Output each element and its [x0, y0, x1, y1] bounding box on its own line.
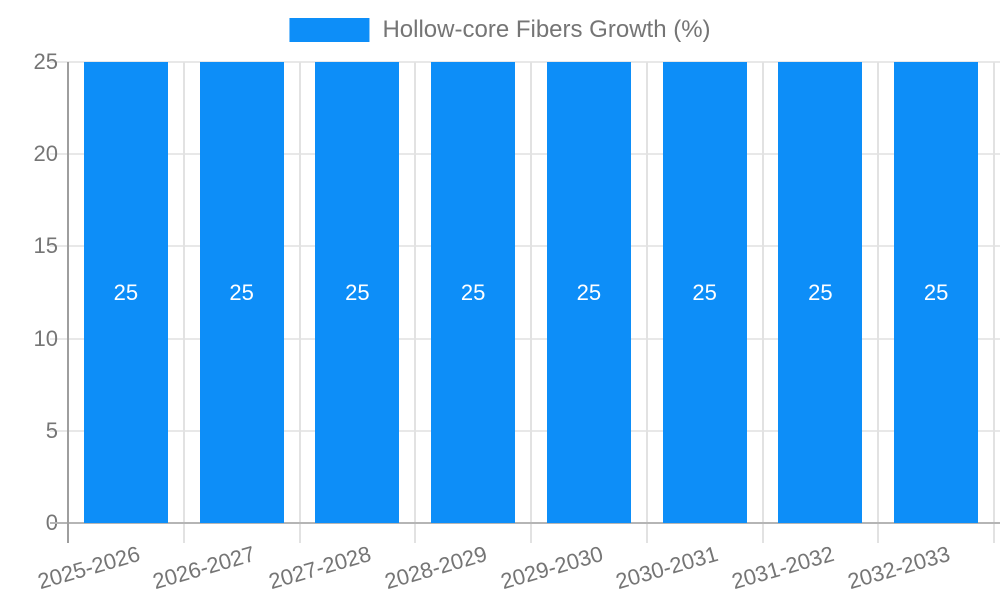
y-gridline [50, 337, 1000, 340]
bar-value-label: 25 [923, 279, 949, 305]
bar-value-label: 25 [113, 279, 139, 305]
legend-swatch [289, 18, 370, 42]
x-gridline [645, 62, 648, 543]
bar-value-label: 25 [808, 279, 833, 305]
bar [778, 62, 863, 523]
legend: Hollow-core Fibers Growth (%) [289, 16, 711, 43]
y-axis-tick-label: 20 [33, 141, 58, 167]
y-axis-tick-label: 15 [33, 233, 58, 259]
y-axis-tick-label: 25 [33, 49, 58, 74]
x-gridline [530, 62, 532, 543]
x-axis-tick-label: 2029-2030 [497, 541, 606, 595]
x-axis-tick-label: 2030-2031 [613, 541, 722, 595]
x-gridline [182, 62, 185, 543]
x-gridline [414, 62, 417, 543]
y-gridline [50, 245, 1000, 248]
x-axis-line [50, 522, 1000, 524]
x-axis-tick-label: 2031-2032 [728, 541, 837, 595]
x-gridline [298, 62, 301, 543]
bar-value-label: 25 [576, 279, 602, 305]
bar [83, 62, 168, 523]
x-gridline [993, 62, 995, 543]
bar [894, 62, 979, 523]
x-gridline [761, 62, 764, 543]
bar-value-label: 25 [345, 279, 370, 305]
bar [431, 62, 516, 523]
y-axis-line [67, 62, 69, 543]
x-gridline [877, 62, 880, 543]
legend-label: Hollow-core Fibers Growth (%) [382, 16, 711, 43]
bar [199, 62, 284, 523]
bar [662, 62, 747, 523]
bar [546, 62, 631, 523]
x-axis-tick-label: 2026-2027 [150, 541, 259, 595]
bar-value-label: 25 [460, 279, 486, 305]
x-axis-tick-label: 2032-2033 [844, 541, 953, 595]
x-axis-tick-label: 2028-2029 [381, 541, 490, 595]
bar [315, 62, 400, 523]
y-gridline [50, 153, 1000, 156]
y-gridline [50, 429, 1000, 432]
bar-value-label: 25 [692, 279, 717, 305]
x-axis-tick-label: 2027-2028 [265, 541, 374, 595]
y-axis-tick-label: 5 [45, 417, 58, 443]
y-gridline [50, 61, 1000, 63]
x-axis-tick-label: 2025-2026 [34, 541, 143, 595]
y-axis-tick-label: 10 [33, 325, 58, 351]
bar-value-label: 25 [229, 279, 254, 305]
